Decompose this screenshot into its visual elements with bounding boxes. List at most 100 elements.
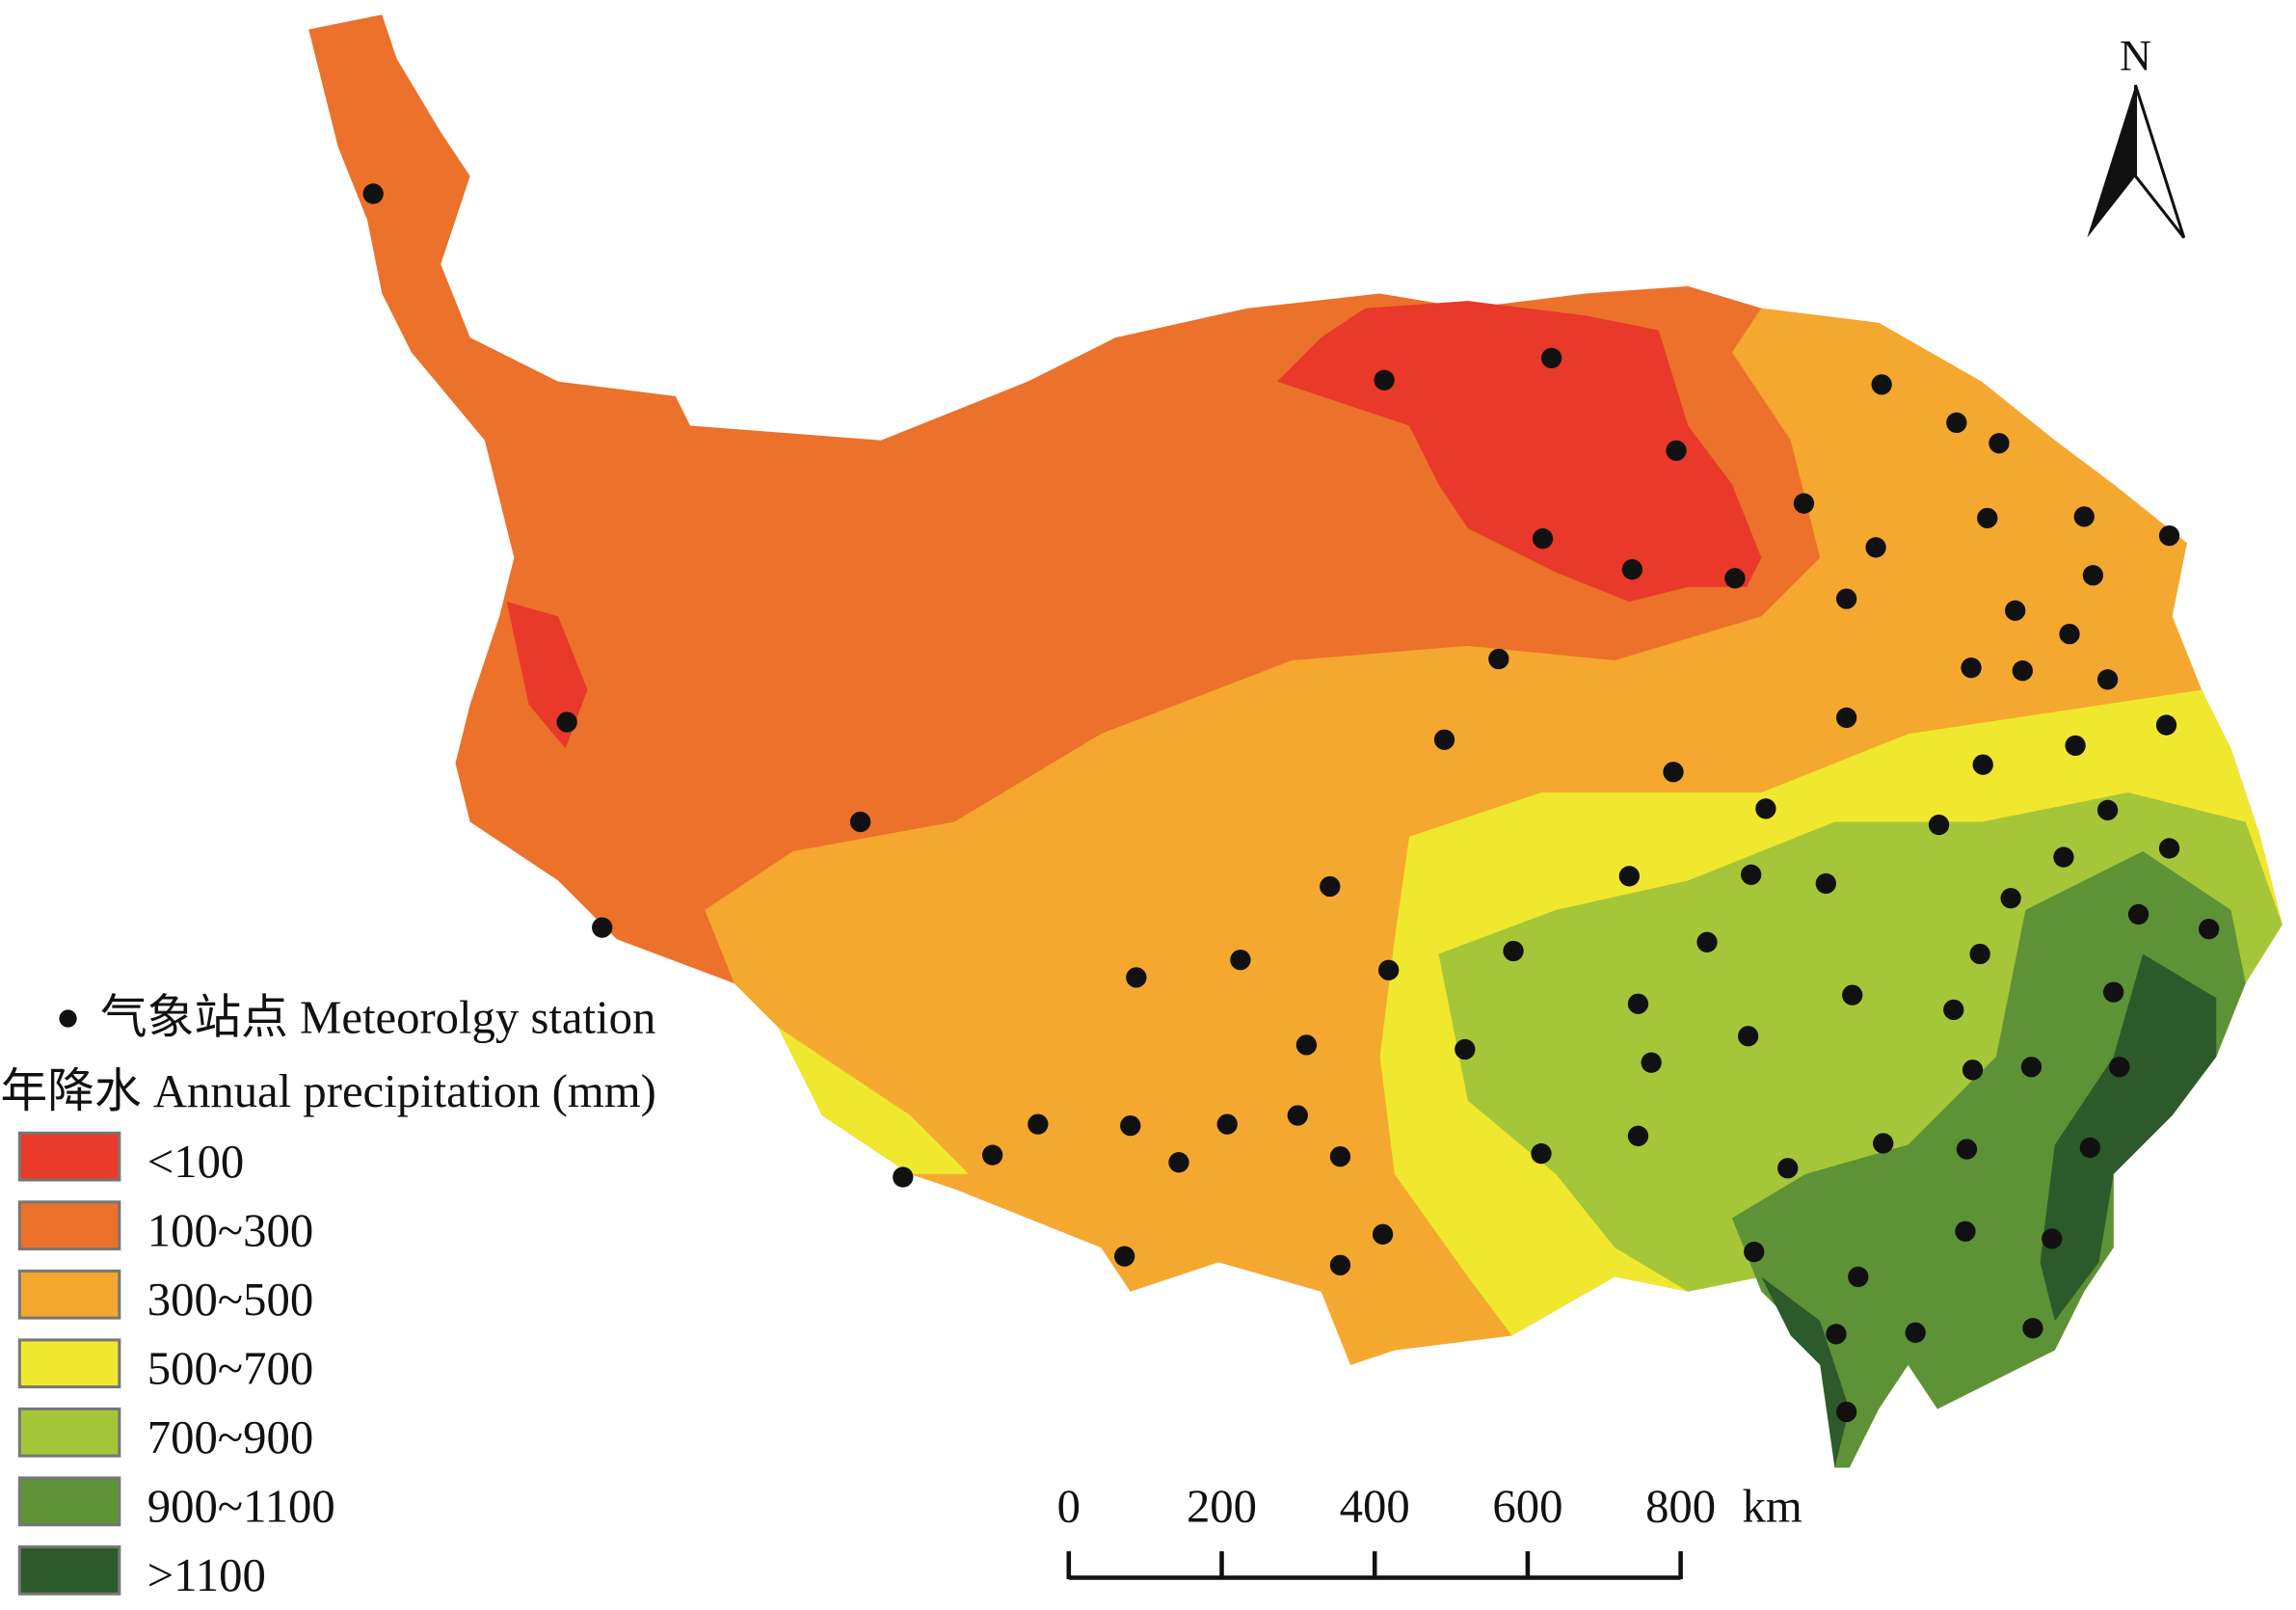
station [1372, 1223, 1394, 1245]
station [1835, 588, 1857, 609]
station [1793, 493, 1815, 514]
station [1905, 1322, 1926, 1343]
station [1627, 993, 1649, 1014]
region [1731, 850, 2246, 1468]
station [2198, 918, 2220, 940]
scale-bar: 0 200 400 600 800 km [1057, 1481, 1802, 1580]
station [1531, 1142, 1552, 1165]
station [1168, 1152, 1189, 1173]
station [1320, 875, 1341, 898]
station [2158, 524, 2180, 547]
scale-tick-label: 0 [1057, 1481, 1081, 1533]
region [778, 1027, 970, 1174]
legend-label: 900~1100 [147, 1481, 335, 1533]
legend-swatch [17, 1200, 121, 1251]
station [362, 183, 384, 204]
station [1666, 440, 1687, 462]
scale-tick-label: 600 [1492, 1481, 1562, 1533]
station [1113, 1246, 1135, 1267]
station [556, 711, 577, 733]
station [2103, 981, 2124, 1003]
legend-swatch [17, 1269, 121, 1320]
station [2082, 565, 2104, 586]
station [1503, 940, 1524, 962]
station [1287, 1105, 1308, 1126]
station [1835, 707, 1857, 729]
station [2012, 660, 2033, 682]
station [893, 1167, 914, 1188]
legend-swatch [17, 1476, 121, 1527]
station [1627, 1125, 1649, 1146]
station [1126, 967, 1147, 988]
station [1969, 943, 1990, 965]
scale-tick-label: 400 [1340, 1481, 1410, 1533]
legend-label: 100~300 [147, 1204, 313, 1256]
station [1815, 872, 1836, 895]
station [2127, 903, 2149, 926]
station [2065, 735, 2086, 757]
station [2079, 1137, 2100, 1159]
region [1761, 1276, 1850, 1468]
station [1755, 798, 1776, 819]
station [1329, 1254, 1351, 1275]
station [1540, 347, 1562, 369]
station [981, 1144, 1003, 1166]
legend-swatch [17, 1338, 121, 1389]
station [1120, 1114, 1141, 1137]
region [1276, 301, 1762, 603]
station [1621, 559, 1643, 580]
station [1955, 1221, 1976, 1242]
legend: 气象站点 Meteorolgy station 年降水 Annual preci… [1, 992, 656, 1601]
station [2096, 669, 2119, 690]
station [1842, 984, 1863, 1006]
station [1826, 1324, 1847, 1345]
station [2158, 838, 2180, 859]
station [1216, 1114, 1238, 1135]
region [506, 602, 588, 749]
station [1378, 959, 1400, 980]
legend-label: 700~900 [147, 1411, 313, 1463]
scale-unit: km [1743, 1481, 1802, 1533]
station-legend-label: 气象站点 Meteorolgy station [100, 992, 655, 1044]
north-arrow: N [2087, 31, 2186, 239]
station [2059, 623, 2080, 645]
station [2022, 1318, 2043, 1339]
station [1532, 528, 1554, 550]
station [1777, 1158, 1799, 1179]
station [1741, 864, 1762, 885]
station [1956, 1139, 1978, 1160]
north-arrow-left [2087, 85, 2136, 238]
station [1977, 507, 1998, 529]
region [705, 308, 2203, 1365]
station [1962, 1060, 1984, 1081]
station [1455, 1038, 1476, 1060]
legend-title: 年降水 Annual precipitation (mm) [1, 1065, 656, 1117]
precipitation-regions [308, 14, 2283, 1468]
station [592, 917, 613, 938]
station [1943, 999, 1964, 1021]
north-label: N [2120, 31, 2151, 80]
station [2000, 888, 2021, 909]
legend-label: 300~500 [147, 1274, 313, 1326]
station [1230, 949, 1251, 971]
station [1374, 369, 1395, 390]
scale-tick-label: 200 [1187, 1481, 1257, 1533]
station [1871, 374, 1892, 395]
station [1744, 1241, 1765, 1263]
station [2053, 846, 2074, 868]
station [2109, 1057, 2130, 1078]
station [1028, 1114, 1049, 1135]
station [1329, 1145, 1351, 1167]
station [1835, 1401, 1857, 1423]
station [1433, 729, 1455, 750]
station [2096, 799, 2119, 820]
stations [362, 183, 2220, 1423]
station [1724, 568, 1746, 589]
legend-swatch [17, 1131, 121, 1182]
station [1972, 754, 1993, 775]
station [1928, 814, 1950, 836]
station [2005, 600, 2026, 621]
station [2155, 714, 2177, 736]
